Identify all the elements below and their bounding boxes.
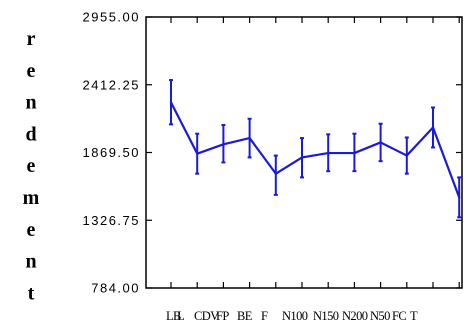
data-point: [353, 151, 356, 155]
data-point: [222, 143, 225, 146]
x-tick-label: FC: [392, 309, 406, 323]
y-axis-label-letter: m: [23, 187, 40, 209]
y-tick-label: 2955.00: [83, 10, 141, 25]
x-tick-label: LB: [166, 309, 181, 323]
x-tick-label: N100: [282, 309, 308, 323]
x-tick-label: FP: [216, 309, 229, 323]
y-axis-label-letter: e: [27, 155, 36, 177]
y-tick-label: 784.00: [91, 281, 140, 296]
x-tick-label: N50: [370, 309, 390, 323]
data-point: [405, 154, 408, 157]
data-point: [274, 172, 277, 175]
x-tick-label: T: [410, 309, 418, 323]
data-point: [196, 152, 199, 155]
x-tick-label: BE: [237, 309, 253, 323]
data-point: [379, 141, 382, 144]
x-tick-label: N150: [313, 309, 339, 323]
x-tick-label: CDV: [194, 309, 219, 323]
data-point: [169, 101, 173, 104]
y-axis-label-letter: t: [28, 282, 35, 304]
y-axis-ticks: 784.00 1326.75 1869.50 2412.25 2955.00: [83, 10, 462, 296]
data-point: [327, 151, 330, 155]
y-axis-label-letter: n: [25, 251, 36, 273]
y-tick-label: 2412.25: [83, 77, 141, 92]
x-tick-label: N200: [342, 309, 368, 323]
plot-frame: [145, 16, 463, 289]
data-series: [169, 101, 461, 199]
plot-border: [145, 16, 463, 289]
series-line: [170, 101, 461, 198]
y-axis-label-letter: n: [25, 92, 36, 114]
y-axis-label-letter: e: [27, 219, 36, 241]
data-point: [458, 196, 461, 199]
data-point: [431, 126, 435, 129]
y-axis-label-letter: d: [25, 123, 36, 145]
y-axis-label-letter: r: [27, 28, 36, 50]
data-point: [248, 136, 251, 140]
y-axis-label-letter: e: [27, 60, 36, 82]
y-tick-label: 1869.50: [83, 145, 141, 160]
y-tick-label: 1326.75: [83, 213, 141, 228]
x-tick-label: F: [261, 309, 268, 323]
x-tick-label: L: [177, 309, 184, 323]
data-point: [300, 156, 304, 159]
